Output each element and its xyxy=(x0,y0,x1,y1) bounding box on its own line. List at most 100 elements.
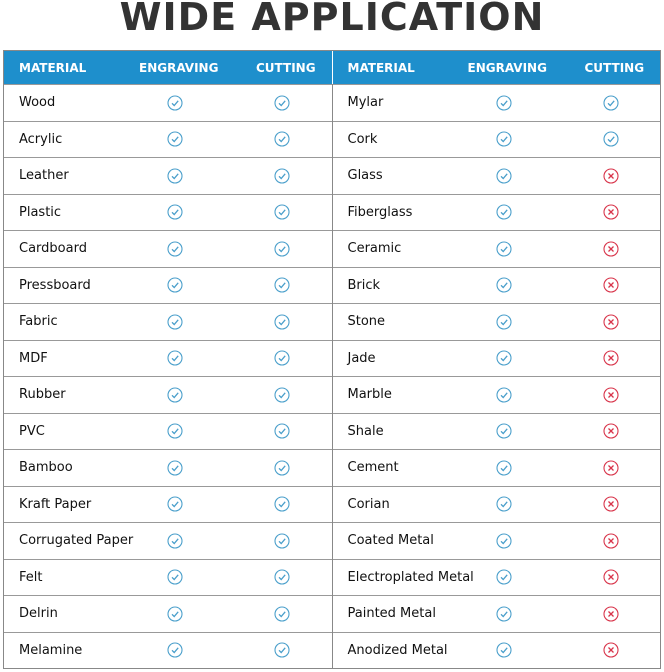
table-row: Pressboard xyxy=(4,266,332,304)
check-circle-icon xyxy=(274,131,290,147)
material-name: Pressboard xyxy=(19,277,91,293)
check-circle-icon xyxy=(495,314,512,330)
material-name: Anodized Metal xyxy=(347,642,448,658)
table-left-half: MATERIAL ENGRAVING CUTTING Wood Acrylic Leath… xyxy=(4,51,333,668)
material-name: Shale xyxy=(347,423,384,439)
table-row: Shale xyxy=(332,412,660,450)
cross-circle-icon xyxy=(602,168,619,184)
material-name: Marble xyxy=(347,387,392,403)
material-name: Leather xyxy=(19,168,69,184)
material-name: Glass xyxy=(347,168,383,184)
check-circle-icon xyxy=(167,387,183,403)
check-circle-icon xyxy=(167,606,183,622)
check-circle-icon xyxy=(167,131,183,147)
check-circle-icon xyxy=(495,204,512,220)
table-row: Felt xyxy=(4,558,332,596)
check-circle-icon xyxy=(495,642,512,658)
material-name: Delrin xyxy=(19,606,58,622)
cross-circle-icon xyxy=(602,314,619,330)
material-name: Electroplated Metal xyxy=(347,569,474,585)
table-row: Glass xyxy=(332,157,660,194)
material-name: Wood xyxy=(19,95,56,111)
table-row: Marble xyxy=(332,376,660,413)
material-name: Corian xyxy=(347,496,390,512)
table-row: Cardboard xyxy=(4,230,332,267)
table-row: Fiberglass xyxy=(332,193,660,231)
material-name: Corrugated Paper xyxy=(19,533,134,549)
table-row: Corian xyxy=(332,485,660,523)
check-circle-icon xyxy=(602,95,619,111)
cross-circle-icon xyxy=(602,496,619,512)
table-row: Anodized Metal xyxy=(332,631,660,669)
material-name: Cement xyxy=(347,460,399,476)
check-circle-icon xyxy=(274,204,290,220)
table-row: Bamboo xyxy=(4,449,332,486)
table-row: Stone xyxy=(332,303,660,340)
check-circle-icon xyxy=(167,168,183,184)
check-circle-icon xyxy=(495,496,512,512)
material-name: Bamboo xyxy=(19,460,73,476)
check-circle-icon xyxy=(167,460,183,476)
check-circle-icon xyxy=(167,569,183,585)
check-circle-icon xyxy=(495,533,512,549)
material-name: Fiberglass xyxy=(347,204,413,220)
table-row: Acrylic xyxy=(4,120,332,158)
table-row: Delrin xyxy=(4,595,332,632)
check-circle-icon xyxy=(495,387,512,403)
check-circle-icon xyxy=(167,314,183,330)
table-row: Rubber xyxy=(4,376,332,413)
table-row: Plastic xyxy=(4,193,332,231)
cross-circle-icon xyxy=(602,533,619,549)
table-row: Ceramic xyxy=(332,230,660,267)
check-circle-icon xyxy=(495,460,512,476)
check-circle-icon xyxy=(167,204,183,220)
cross-circle-icon xyxy=(602,460,619,476)
check-circle-icon xyxy=(274,533,290,549)
material-name: Mylar xyxy=(347,95,384,111)
material-name: Stone xyxy=(347,314,386,330)
check-circle-icon xyxy=(274,277,290,293)
header-material: MATERIAL xyxy=(19,60,87,75)
check-circle-icon xyxy=(274,569,290,585)
material-name: Cardboard xyxy=(19,241,87,257)
header-engraving: ENGRAVING xyxy=(139,60,219,75)
material-name: Rubber xyxy=(19,387,66,403)
check-circle-icon xyxy=(495,423,512,439)
check-circle-icon xyxy=(167,277,183,293)
check-circle-icon xyxy=(167,350,183,366)
table-row: Cork xyxy=(332,120,660,158)
table-row: Brick xyxy=(332,266,660,304)
table-row: Wood xyxy=(4,84,332,121)
check-circle-icon xyxy=(602,131,619,147)
check-circle-icon xyxy=(495,241,512,257)
check-circle-icon xyxy=(495,95,512,111)
table-row: Leather xyxy=(4,157,332,194)
material-name: Brick xyxy=(347,277,381,293)
cross-circle-icon xyxy=(602,642,619,658)
check-circle-icon xyxy=(274,423,290,439)
material-name: Painted Metal xyxy=(347,606,436,622)
table-row: Mylar xyxy=(332,84,660,121)
table-row: Coated Metal xyxy=(332,522,660,559)
material-compatibility-table: MATERIAL ENGRAVING CUTTING Wood Acrylic Leath… xyxy=(3,50,661,669)
material-name: Cork xyxy=(347,131,378,147)
page-title: WIDE APPLICATION xyxy=(119,0,545,39)
material-name: Plastic xyxy=(19,204,62,220)
cross-circle-icon xyxy=(602,606,619,622)
cross-circle-icon xyxy=(602,204,619,220)
check-circle-icon xyxy=(167,533,183,549)
check-circle-icon xyxy=(167,241,183,257)
cross-circle-icon xyxy=(602,569,619,585)
check-circle-icon xyxy=(274,460,290,476)
check-circle-icon xyxy=(274,95,290,111)
cross-circle-icon xyxy=(602,423,619,439)
material-name: Fabric xyxy=(19,314,58,330)
table-row: PVC xyxy=(4,412,332,450)
table-row: Jade xyxy=(332,339,660,377)
check-circle-icon xyxy=(274,496,290,512)
cross-circle-icon xyxy=(602,350,619,366)
check-circle-icon xyxy=(495,131,512,147)
material-name: Kraft Paper xyxy=(19,496,92,512)
header-cutting: CUTTING xyxy=(584,60,645,75)
material-name: Felt xyxy=(19,569,43,585)
